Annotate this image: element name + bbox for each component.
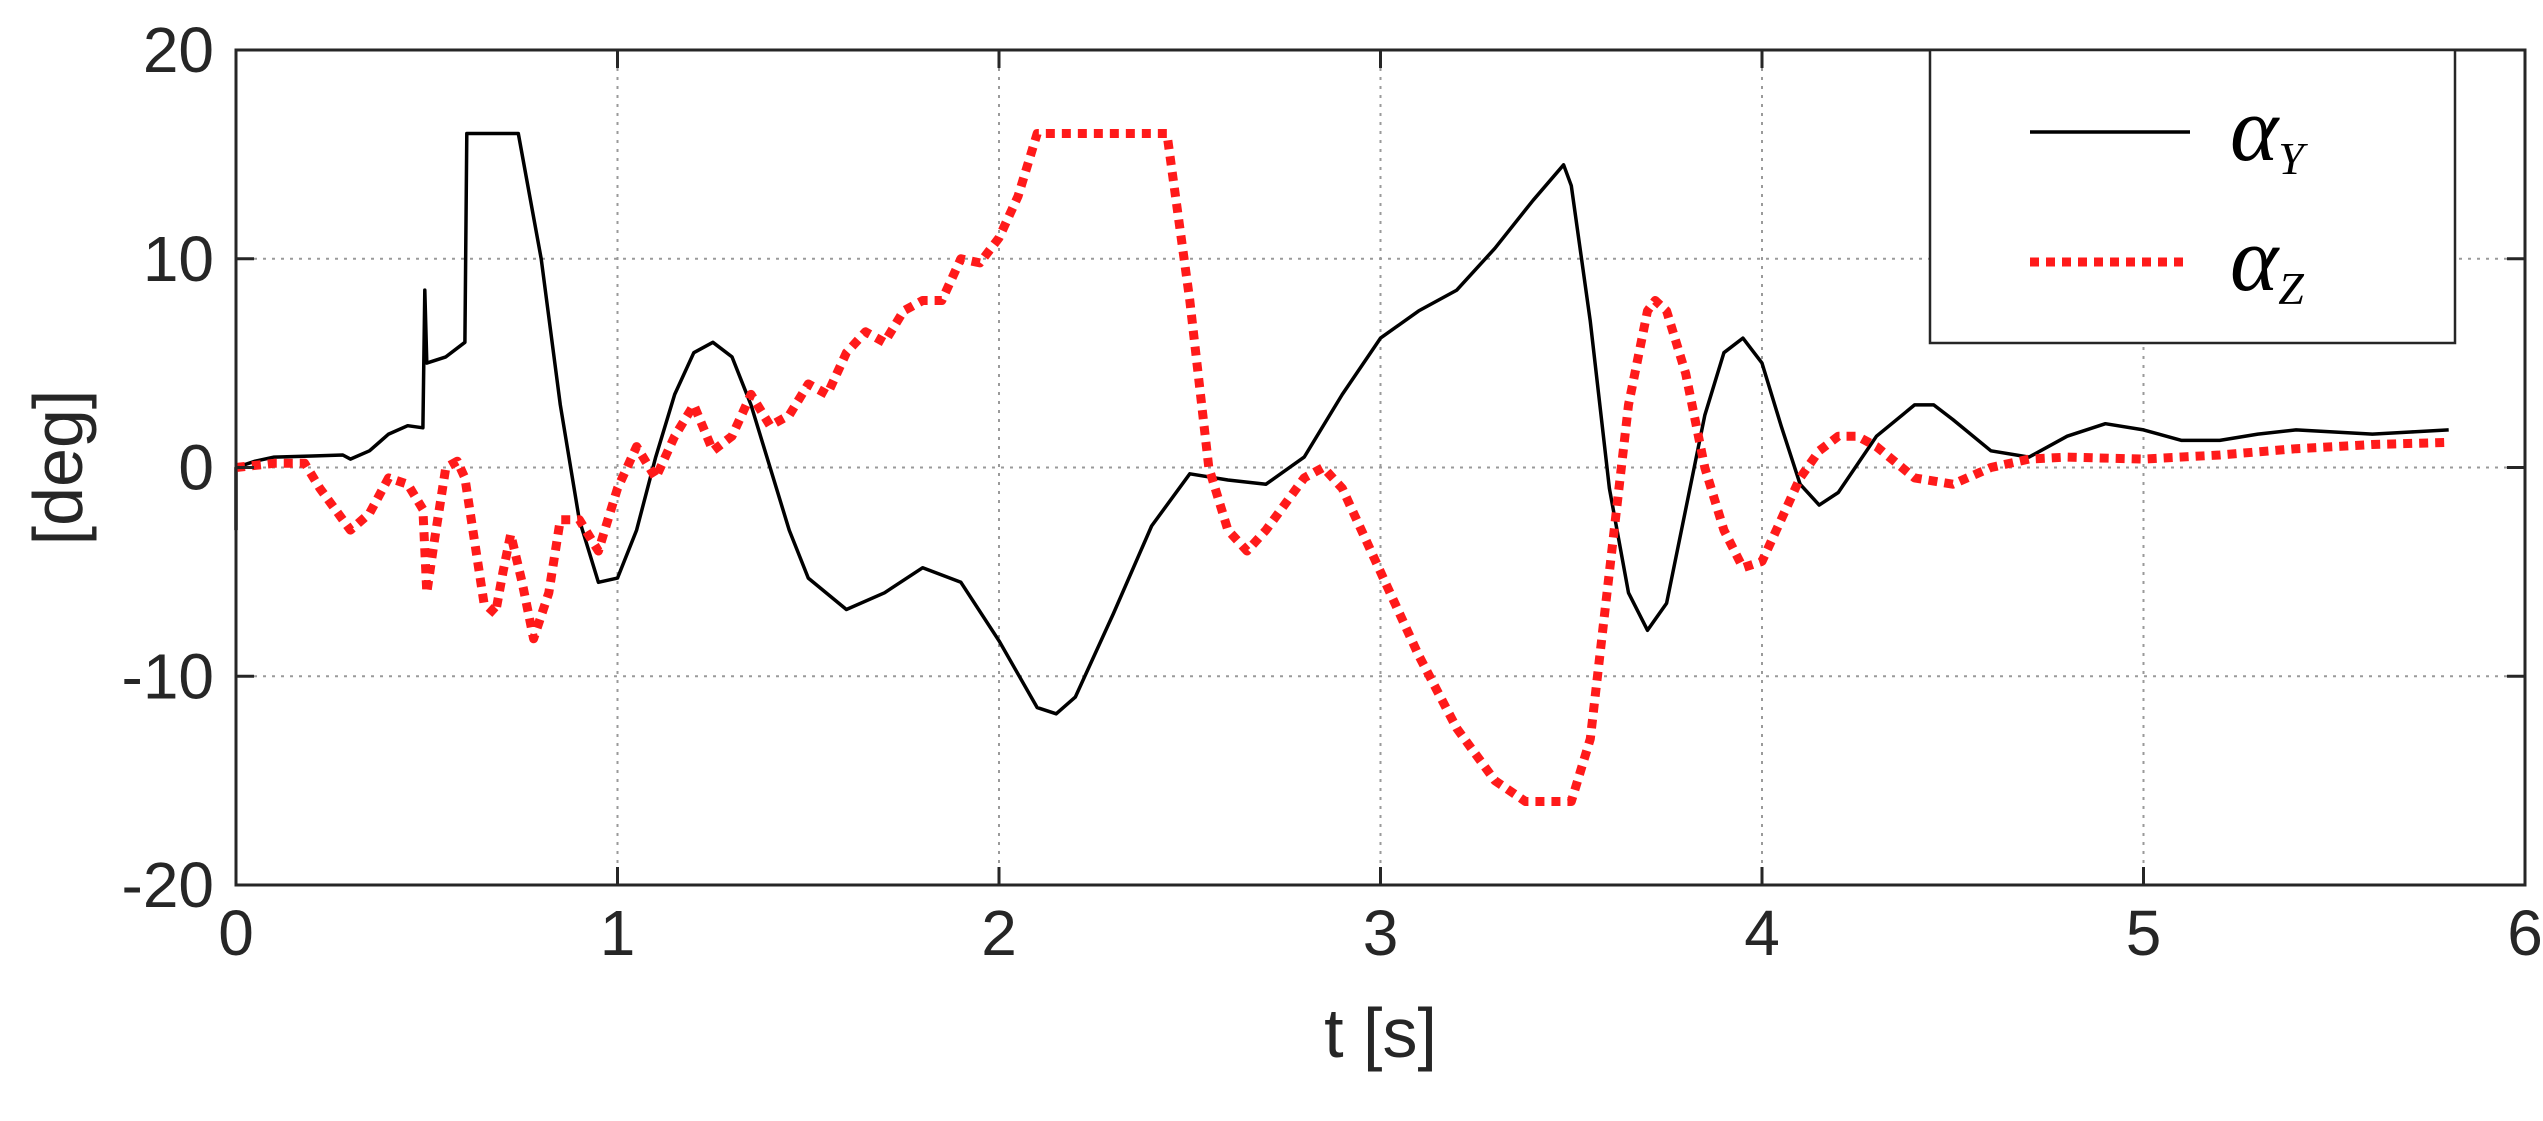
- legend-subscript: Z: [2278, 263, 2304, 314]
- y-tick-label: 10: [143, 223, 214, 295]
- x-tick-label: 1: [600, 897, 636, 969]
- x-tick-label: 6: [2507, 897, 2543, 969]
- x-tick-label: 2: [981, 897, 1017, 969]
- ticks: 0 1 2 3 4 5 6 -20 -10 0 10 20: [122, 14, 2543, 969]
- y-axis-label: [deg]: [19, 390, 97, 546]
- y-tick-label: 20: [143, 14, 214, 86]
- legend-box: [1928, 48, 2457, 345]
- y-tick-label: 0: [178, 432, 214, 504]
- series-line-y: [234, 131, 2449, 716]
- y-tick-label: -10: [122, 640, 215, 712]
- x-tick-label: 5: [2126, 897, 2162, 969]
- grid: [236, 50, 2525, 885]
- series-line-z: [235, 129, 2449, 806]
- y-tick-label: -20: [122, 849, 215, 921]
- x-tick-label: 4: [1744, 897, 1780, 969]
- legend-subscript: Y: [2278, 133, 2308, 184]
- x-tick-label: 3: [1363, 897, 1399, 969]
- series-layer: [234, 129, 2449, 806]
- x-axis-label: t [s]: [1324, 994, 1437, 1072]
- x-tick-label: 0: [218, 897, 254, 969]
